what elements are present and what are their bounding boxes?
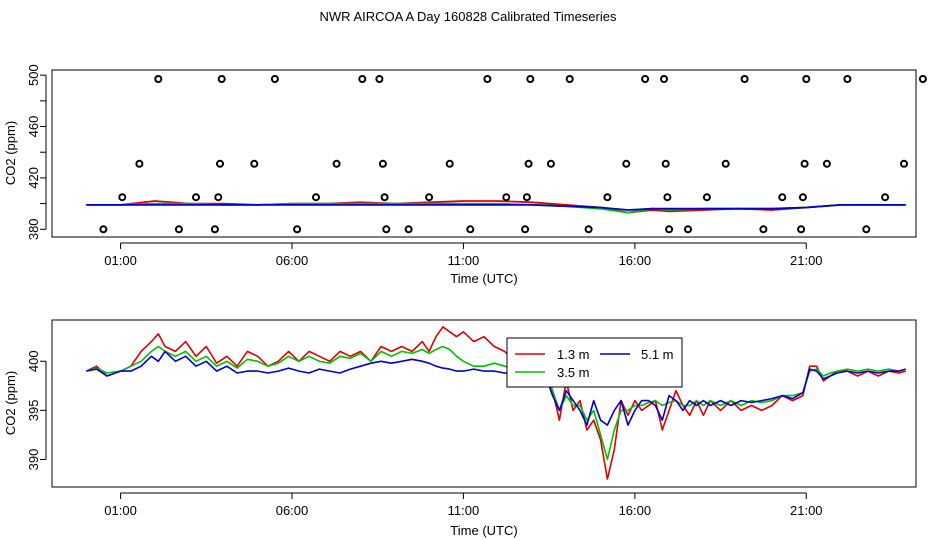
top-scatter-point-31 [565, 75, 574, 83]
top-series-line-1-3-m [86, 200, 906, 214]
bottom-x-axis-label: Time (UTC) [450, 523, 517, 538]
page-title: NWR AIRCOA A Day 160828 Calibrated Times… [320, 9, 617, 24]
top-scatter-point-50 [822, 159, 831, 168]
top-scatter-point-3 [154, 75, 163, 83]
top-y-axis: 380 420 460 500 [26, 64, 47, 240]
top-y-tick-label-0: 380 [26, 218, 41, 240]
top-scatter-point-33 [603, 193, 612, 202]
top-scatter-point-35 [641, 75, 650, 83]
bottom-y-tick-label-2: 400 [26, 350, 41, 372]
top-scatter-point-32 [584, 225, 593, 234]
top-scatter-point-47 [798, 193, 807, 202]
top-scatter-point-54 [900, 159, 908, 168]
top-scatter-point-42 [721, 159, 730, 168]
bottom-x-tick-label-1: 06:00 [276, 503, 309, 518]
top-scatter-point-44 [759, 225, 768, 234]
top-scatter-point-18 [380, 193, 389, 202]
top-scatter-point-20 [404, 225, 413, 234]
bottom-x-tick-label-4: 21:00 [790, 503, 823, 518]
top-y-tick-label-6: 500 [26, 64, 41, 86]
bottom-plot-frame [51, 319, 917, 488]
top-scatter-point-2 [135, 159, 144, 168]
top-scatter-point-22 [445, 159, 454, 168]
bottom-x-axis: 01:00 06:00 11:00 16:00 21:00 [104, 492, 823, 518]
top-scatter-point-37 [661, 159, 670, 168]
top-panel: 01:00 06:00 11:00 16:00 21:00 380 420 460 500 T… [3, 64, 927, 286]
top-scatter-point-55 [918, 75, 927, 83]
top-y-tick-label-4: 460 [26, 116, 41, 138]
top-scatter-point-5 [192, 193, 200, 202]
legend-box [506, 337, 683, 388]
top-x-axis-label: Time (UTC) [450, 271, 517, 286]
top-scatter-point-30 [546, 159, 555, 168]
top-scatter-point-48 [800, 159, 809, 168]
top-scatter-point-21 [425, 193, 434, 202]
top-scatter-point-9 [217, 75, 226, 83]
top-x-tick-label-4: 21:00 [790, 253, 823, 268]
top-scatter-point-25 [502, 193, 511, 202]
top-scatter-point-14 [332, 159, 341, 168]
top-scatter-point-34 [622, 159, 631, 168]
top-scatter-point-0 [99, 225, 108, 234]
top-scatter-point-27 [522, 193, 531, 202]
bottom-x-tick-label-0: 01:00 [104, 503, 137, 518]
bottom-x-tick-label-3: 16:00 [619, 503, 652, 518]
top-scatter-point-29 [526, 75, 535, 83]
bottom-y-axis-label: CO2 (ppm) [3, 371, 18, 435]
top-scatter-point-43 [740, 75, 749, 83]
top-scatter-point-36 [660, 75, 668, 83]
legend: 1.3 m 5.1 m 3.5 m [506, 337, 683, 388]
top-scatter-point-11 [270, 75, 279, 83]
top-scatter-point-4 [174, 225, 183, 234]
top-scatter-point-38 [663, 193, 672, 202]
bottom-y-tick-label-0: 390 [26, 449, 41, 471]
top-scatter-point-15 [358, 75, 367, 83]
bottom-x-tick-label-2: 11:00 [448, 503, 480, 518]
bottom-panel: 01:00 06:00 11:00 16:00 21:00 390 395 400 Time… [3, 319, 917, 538]
top-scatter-point-45 [778, 193, 787, 202]
legend-label-3-5m: 3.5 m [557, 365, 590, 380]
top-scatter-point-19 [382, 225, 391, 234]
top-scatter-point-24 [483, 75, 492, 83]
bottom-y-tick-label-1: 395 [26, 400, 41, 422]
top-series-lines [86, 200, 906, 214]
top-scatter-point-40 [684, 225, 692, 234]
top-scatter-point-10 [250, 159, 259, 168]
top-scatter-point-7 [214, 193, 223, 202]
legend-label-1-3m: 1.3 m [557, 347, 590, 362]
top-scatter-point-6 [210, 225, 219, 234]
top-scatter-point-39 [665, 225, 674, 234]
top-scatter-point-23 [466, 225, 475, 234]
top-scatter-point-13 [312, 193, 320, 202]
top-scatter-point-26 [521, 225, 530, 234]
top-scatter-point-49 [802, 75, 811, 83]
top-scatter-point-52 [862, 225, 871, 234]
top-scatter-points [99, 75, 927, 234]
top-scatter-point-41 [702, 193, 711, 202]
top-scatter-point-12 [293, 225, 302, 234]
top-x-axis: 01:00 06:00 11:00 16:00 21:00 [104, 242, 823, 268]
top-scatter-point-51 [843, 75, 852, 83]
top-scatter-point-16 [375, 75, 384, 83]
top-scatter-point-8 [216, 159, 224, 168]
top-y-tick-label-2: 420 [26, 167, 41, 189]
top-plot-frame [51, 69, 917, 238]
top-x-tick-label-0: 01:00 [104, 253, 137, 268]
top-series-line-5-1-m [86, 203, 906, 211]
top-scatter-point-17 [378, 159, 387, 168]
bottom-y-axis: 390 395 400 [26, 350, 47, 471]
top-scatter-point-28 [524, 159, 533, 168]
top-x-tick-label-3: 16:00 [619, 253, 652, 268]
top-x-tick-label-1: 06:00 [276, 253, 309, 268]
top-scatter-point-53 [881, 193, 890, 202]
top-scatter-point-1 [118, 193, 127, 202]
top-x-tick-label-2: 11:00 [448, 253, 480, 268]
top-scatter-point-46 [797, 225, 806, 234]
legend-label-5-1m: 5.1 m [641, 347, 674, 362]
top-y-axis-label: CO2 (ppm) [3, 121, 18, 185]
